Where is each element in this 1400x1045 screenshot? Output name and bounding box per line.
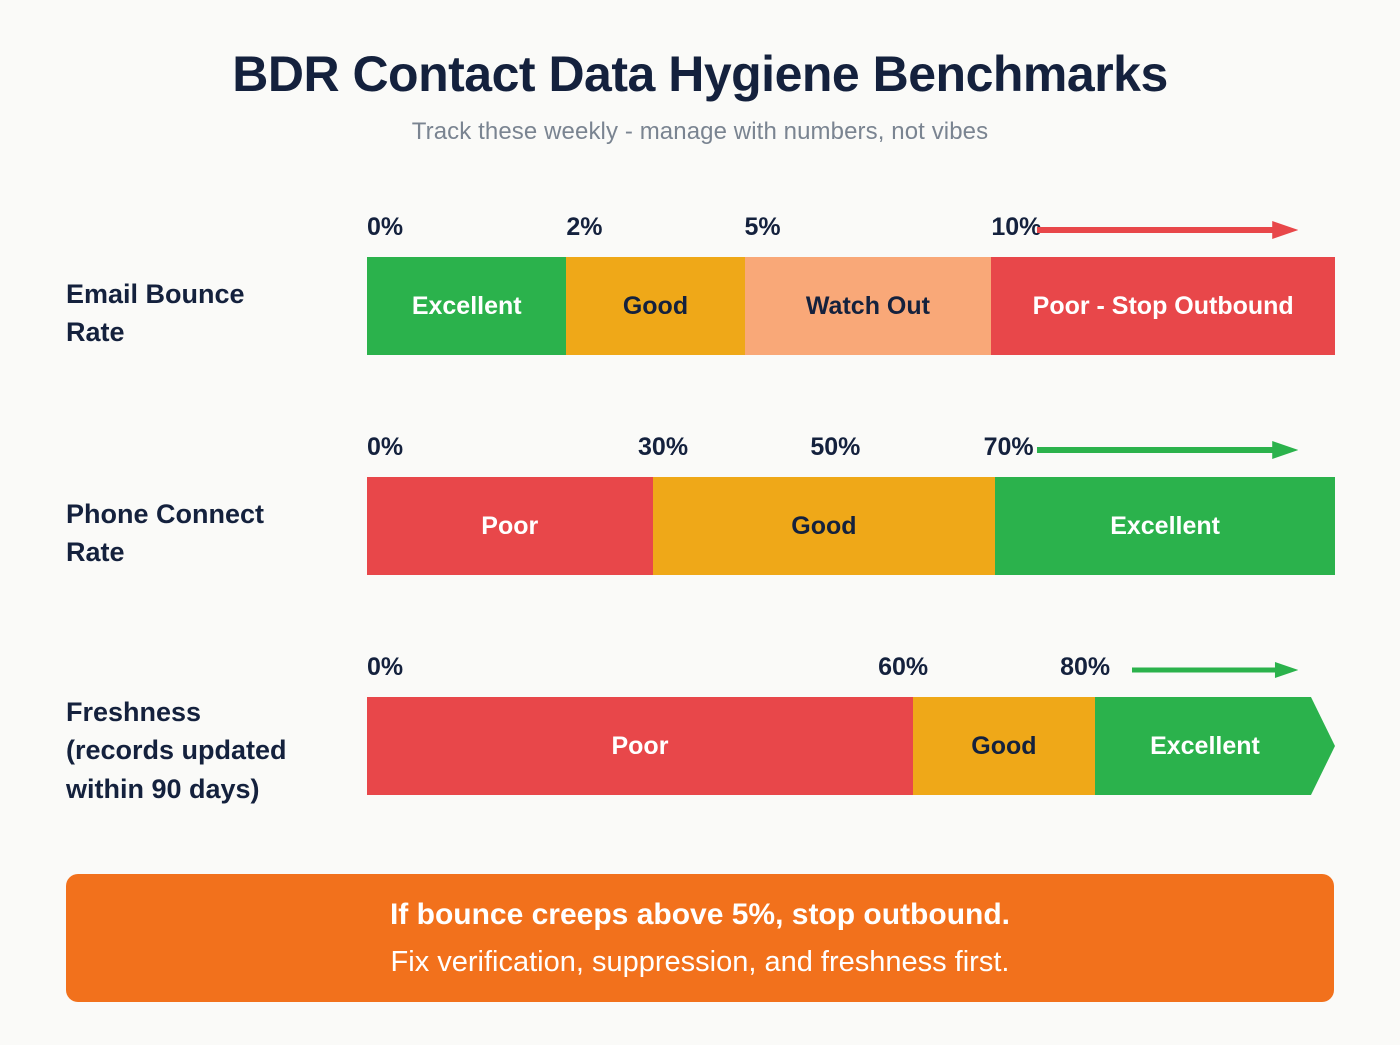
benchmark-row-phone-connect-rate: Phone Connect Rate 0% 30% 50% 70% Poor G… bbox=[0, 435, 1400, 595]
row-label-line: Phone Connect bbox=[66, 499, 265, 529]
callout-box: If bounce creeps above 5%, stop outbound… bbox=[66, 874, 1334, 1002]
row-label-phone-connect-rate: Phone Connect Rate bbox=[66, 495, 356, 572]
benchmark-bar-phone-connect-rate: Poor Good Excellent bbox=[367, 477, 1335, 575]
scale-ticks-freshness: 0% 60% 80% bbox=[367, 655, 1335, 687]
tick-label: 80% bbox=[1060, 653, 1111, 681]
header: BDR Contact Data Hygiene Benchmarks Trac… bbox=[0, 46, 1400, 146]
callout-subtext: Fix verification, suppression, and fresh… bbox=[390, 945, 1010, 978]
row-label-line: Rate bbox=[66, 537, 125, 568]
bar-segment-label: Poor bbox=[481, 511, 539, 540]
bar-segment-good: Good bbox=[566, 257, 745, 355]
tick-label: 2% bbox=[566, 213, 603, 241]
bar-segment-excellent: Excellent bbox=[995, 477, 1335, 575]
tick-label: 70% bbox=[983, 433, 1034, 461]
bar-segment-poor: Poor bbox=[367, 477, 653, 575]
tick-label: 0% bbox=[367, 653, 404, 681]
bar-segment-label: Good bbox=[971, 731, 1037, 760]
page-subtitle: Track these weekly - manage with numbers… bbox=[411, 118, 989, 145]
bar-segment-label: Excellent bbox=[1110, 511, 1220, 540]
tick-label: 0% bbox=[367, 433, 404, 461]
bar-segment-good: Good bbox=[912, 697, 1095, 795]
direction-arrow-worse bbox=[1036, 219, 1299, 241]
bar-segment-label: Good bbox=[622, 291, 689, 320]
bar-segment-excellent: Excellent bbox=[1095, 697, 1335, 795]
benchmark-row-email-bounce-rate: Email Bounce Rate 0% 2% 5% 10% Excellent… bbox=[0, 215, 1400, 375]
bar-segment-label: Watch Out bbox=[805, 291, 930, 320]
bar-segment-label: Excellent bbox=[411, 291, 522, 320]
row-label-email-bounce-rate: Email Bounce Rate bbox=[66, 275, 356, 352]
tick-label: 60% bbox=[878, 653, 929, 681]
page-title: BDR Contact Data Hygiene Benchmarks bbox=[232, 46, 1168, 102]
tick-label: 30% bbox=[638, 433, 689, 461]
tick-label: 0% bbox=[367, 213, 404, 241]
scale-ticks-phone-connect-rate: 0% 30% 50% 70% bbox=[367, 435, 1335, 467]
row-label-line: (records updated bbox=[66, 735, 287, 766]
benchmark-row-freshness: Freshness (records updated within 90 day… bbox=[0, 655, 1400, 815]
direction-arrow-better bbox=[1131, 659, 1299, 681]
callout-headline: If bounce creeps above 5%, stop outbound… bbox=[389, 897, 1011, 931]
row-label-line: Freshness bbox=[66, 697, 202, 727]
benchmark-bar-freshness: Poor Good Excellent bbox=[367, 697, 1335, 795]
scale-ticks-email-bounce-rate: 0% 2% 5% 10% bbox=[367, 215, 1335, 247]
bar-segment-label: Poor bbox=[611, 731, 669, 760]
bar-segment-good: Good bbox=[652, 477, 996, 575]
row-label-freshness: Freshness (records updated within 90 day… bbox=[66, 693, 356, 808]
bar-segment-excellent: Excellent bbox=[367, 257, 567, 355]
row-label-line: within 90 days) bbox=[66, 773, 260, 804]
bar-segment-poor: Poor bbox=[367, 697, 913, 795]
bar-segment-label: Poor - Stop Outbound bbox=[1032, 291, 1294, 320]
tick-label: 10% bbox=[991, 213, 1042, 241]
benchmark-bar-email-bounce-rate: Excellent Good Watch Out Poor - Stop Out… bbox=[367, 257, 1335, 355]
tick-label: 5% bbox=[744, 213, 781, 241]
tick-label: 50% bbox=[810, 433, 861, 461]
bar-segment-label: Good bbox=[791, 511, 857, 540]
row-label-line: Email Bounce bbox=[66, 279, 245, 309]
direction-arrow-better bbox=[1036, 439, 1299, 461]
bar-segment-label: Excellent bbox=[1150, 731, 1260, 760]
row-label-line: Rate bbox=[66, 317, 125, 348]
bar-segment-poor-stop-outbound: Poor - Stop Outbound bbox=[991, 257, 1335, 355]
bar-segment-watch-out: Watch Out bbox=[744, 257, 992, 355]
